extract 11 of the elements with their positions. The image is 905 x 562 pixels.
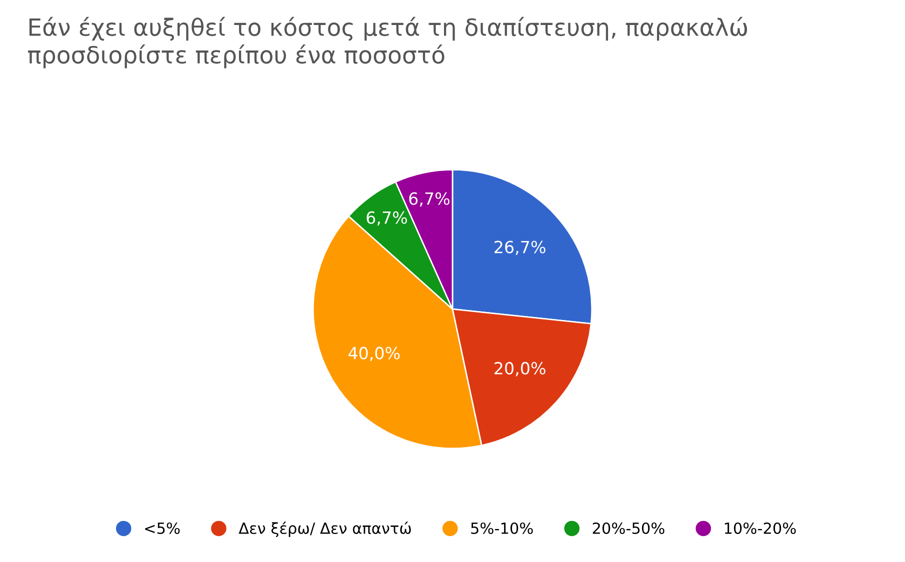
data-label: 26,7% <box>494 240 546 256</box>
data-label: 6,7% <box>366 211 407 226</box>
legend-label: Δεν ξέρω/ Δεν απαντώ <box>238 522 411 538</box>
legend-label: 5%-10% <box>471 522 533 534</box>
legend-label: 20%-50% <box>592 522 664 534</box>
legend-label: <5% <box>145 522 180 534</box>
chart-title: Εάν έχει αυξηθεί το κόστος μετά τη διαπίστευση, παρακαλώ προσδιορίστε περίπου ένα ποσοστό <box>28 16 747 68</box>
data-label: 20,0% <box>494 362 546 376</box>
data-label: 6,7% <box>409 192 450 207</box>
legend-label: 10%-20% <box>724 522 796 534</box>
data-label: 40,0% <box>348 346 400 362</box>
